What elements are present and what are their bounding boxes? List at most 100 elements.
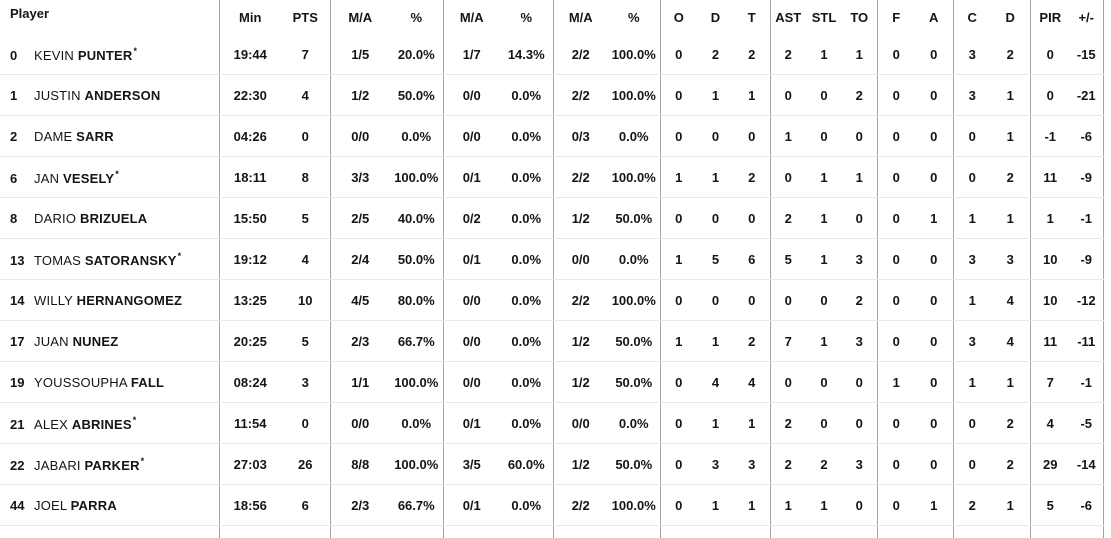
stat-min: 22:30: [218, 74, 281, 116]
jersey-number: 0: [10, 47, 18, 63]
stat-plus-minus: -1: [1070, 361, 1104, 403]
stat-ast: 0: [769, 74, 806, 116]
stat-to: 0: [842, 361, 877, 403]
stat-foul-a: 0: [915, 402, 953, 444]
stat-ft-pct: [608, 525, 660, 538]
stat-ast: 0: [769, 525, 806, 538]
stat-fg2-pct: 100.0%: [390, 156, 443, 198]
stat-reb-d: 2: [697, 34, 734, 75]
jersey-number: 1: [10, 87, 18, 103]
stat-fg2-ma: 2/4: [329, 238, 390, 280]
column-header-fg2-pct: %: [410, 9, 423, 25]
jersey-number: 17: [10, 333, 25, 349]
stat-min: 27:03: [218, 443, 281, 485]
stat-fg3-ma: 0/1: [442, 484, 500, 526]
stat-reb-d: 4: [697, 525, 734, 538]
stat-col-d: 2: [991, 34, 1030, 75]
stat-stl: 0: [806, 115, 842, 157]
stat-stl: 0: [806, 525, 842, 538]
stat-stl: 1: [806, 197, 842, 239]
stat-pts: 6: [281, 484, 330, 526]
stat-reb-t: 7: [734, 525, 770, 538]
player-column-header: Player: [10, 6, 50, 21]
stat-plus-minus: -6: [1070, 484, 1104, 526]
stat-reb-o: 1: [659, 238, 697, 280]
stat-ast: 7: [769, 320, 806, 362]
stat-foul-a: 0: [915, 361, 953, 403]
stat-fg2-ma: 2/5: [329, 197, 390, 239]
stat-fg3-ma: [442, 525, 500, 538]
player-name: 6 JAN VESELY*: [0, 156, 219, 198]
stat-fg2-ma: 4/5: [329, 279, 390, 321]
stat-fg2-pct: 66.7%: [390, 484, 443, 526]
stat-reb-o: 0: [659, 34, 697, 75]
stat-stl: 0: [806, 361, 842, 403]
stat-foul-a: 0: [915, 443, 953, 485]
stat-fg3-pct: 0.0%: [500, 156, 553, 198]
stat-fg2-pct: 100.0%: [390, 443, 443, 485]
jersey-number: 14: [10, 292, 25, 308]
stat-foul-f: 0: [876, 402, 915, 444]
stat-plus-minus: -11: [1070, 320, 1104, 362]
stat-plus-minus: -5: [1070, 402, 1104, 444]
stat-stl: 1: [806, 34, 842, 75]
stat-col-d: 4: [991, 320, 1030, 362]
player-name: 17 JUAN NUNEZ: [0, 320, 219, 362]
stat-foul-a: 0: [915, 320, 953, 362]
stat-fg2-pct: 100.0%: [390, 361, 443, 403]
stat-foul-f: 0: [876, 74, 915, 116]
stat-col-c: 1: [952, 197, 991, 239]
stat-foul-f: 0: [876, 279, 915, 321]
stat-ft-pct: 0.0%: [608, 238, 660, 280]
stat-foul-f: 0: [876, 525, 915, 538]
starter-asterisk: *: [115, 168, 119, 179]
player-name: 1 JUSTIN ANDERSON: [0, 74, 219, 116]
stat-fg3-pct: 14.3%: [500, 34, 553, 75]
stat-fg3-ma: 0/1: [442, 238, 500, 280]
stat-col-c: 0: [952, 525, 991, 538]
stat-reb-t: 0: [734, 115, 770, 157]
stat-fg2-ma: 2/3: [329, 320, 390, 362]
jersey-number: 21: [10, 416, 25, 432]
stat-stl: 1: [806, 484, 842, 526]
stat-fg3-ma: 0/0: [442, 115, 500, 157]
stat-foul-f: 0: [876, 320, 915, 362]
stat-col-d: 1: [991, 484, 1030, 526]
column-header-fg2-ma: M/A: [329, 0, 390, 34]
stat-reb-t: 2: [734, 320, 770, 362]
stat-ft-ma: 2/2: [552, 74, 608, 116]
stat-plus-minus: -9: [1070, 156, 1104, 198]
player-row: 13 TOMAS SATORANSKY* 19:12 4 2/4 50.0% 0/1 0.0%…: [0, 238, 1104, 280]
player-row: 22 JABARI PARKER* 27:03 26 8/8 100.0% 3/5 60.0%…: [0, 443, 1104, 485]
stat-reb-o: 0: [659, 402, 697, 444]
stat-ft-pct: 50.0%: [608, 443, 660, 485]
stat-foul-a: 0: [915, 156, 953, 198]
stat-pir: 11: [1029, 156, 1070, 198]
stat-pir: 0: [1029, 34, 1070, 75]
stat-ast: 2: [769, 34, 806, 75]
stat-ast: 1: [769, 115, 806, 157]
column-header-fg3-ma: M/A: [442, 0, 500, 34]
stat-fg2-pct: 66.7%: [390, 320, 443, 362]
stat-fg2-ma: 0/0: [329, 402, 390, 444]
stat-pts: 0: [281, 115, 330, 157]
stat-fg3-pct: 0.0%: [500, 320, 553, 362]
stat-fg2-ma: 3/3: [329, 156, 390, 198]
stat-foul-a: 1: [915, 484, 953, 526]
stat-col-d: 3: [991, 238, 1030, 280]
stat-foul-f: 0: [876, 238, 915, 280]
stat-fg2-ma: 1/1: [329, 361, 390, 403]
stat-pts: 7: [281, 34, 330, 75]
stat-reb-t: 0: [734, 197, 770, 239]
column-header-foul-a: A: [929, 9, 939, 25]
stat-ft-ma: 1/2: [552, 443, 608, 485]
stat-foul-a: 1: [915, 197, 953, 239]
stat-ft-ma: [552, 525, 608, 538]
jersey-number: 44: [10, 497, 25, 513]
stat-fg2-pct: 0.0%: [390, 402, 443, 444]
stat-to: 3: [842, 443, 877, 485]
stat-ast: 1: [769, 484, 806, 526]
stat-pir: 29: [1029, 443, 1070, 485]
stat-to: 0: [842, 484, 877, 526]
player-row: 8 DARIO BRIZUELA 15:50 5 2/5 40.0% 0/2 0.0% 1/2 5…: [0, 197, 1104, 239]
